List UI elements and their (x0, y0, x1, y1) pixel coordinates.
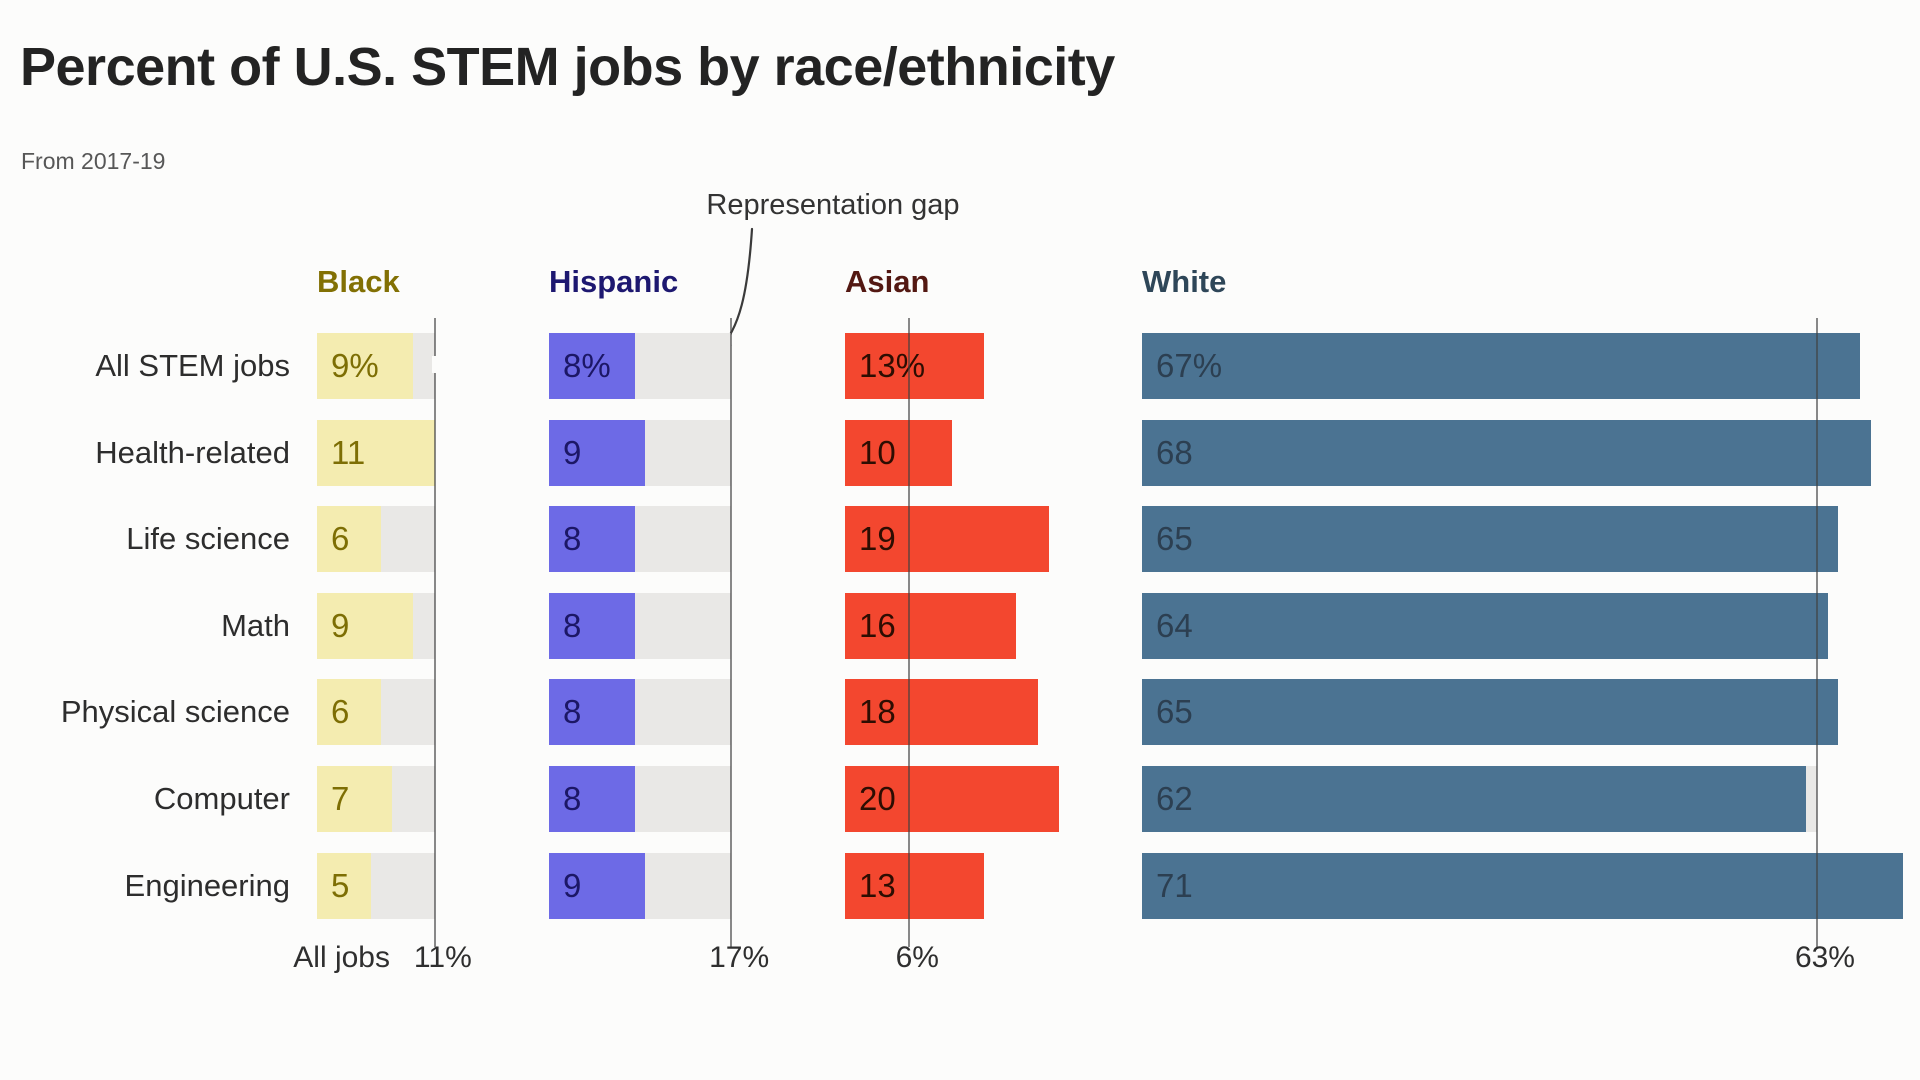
page-title: Percent of U.S. STEM jobs by race/ethnic… (20, 37, 1115, 97)
value-bar (1142, 419, 1871, 486)
bar-value-label: 71 (1156, 866, 1193, 904)
bar-value-label: 9 (563, 433, 582, 471)
value-bar (549, 506, 635, 573)
bar-value-label: 65 (1156, 520, 1193, 558)
value-bar (317, 592, 414, 659)
bar-value-label: 8 (563, 780, 582, 817)
bar-value-label: 8 (563, 520, 582, 558)
value-bar (1142, 592, 1828, 659)
value-bar (845, 679, 1038, 746)
value-bar (317, 419, 435, 486)
value-bar (549, 679, 635, 746)
benchmark-line-gap (431, 356, 438, 373)
value-bar (549, 592, 635, 659)
bar-value-label: 68 (1156, 433, 1193, 471)
value-bar (317, 679, 382, 746)
row-label: Engineering (124, 867, 290, 903)
row-label: Health-related (95, 434, 290, 470)
value-bar (1142, 506, 1839, 573)
value-bar (845, 852, 985, 919)
bar-value-label: 16 (859, 606, 896, 644)
value-bar (1142, 333, 1860, 399)
bar-value-label: 67% (1156, 347, 1223, 384)
value-bar (317, 766, 392, 832)
value-bar (549, 419, 646, 486)
value-bar (845, 333, 985, 399)
benchmark-tick-label: 11% (413, 941, 472, 974)
all-jobs-axis-label: All jobs (293, 941, 390, 974)
value-bar (317, 506, 382, 573)
benchmark-line (908, 318, 911, 947)
value-bar (845, 766, 1060, 832)
bar-value-label: 9 (563, 866, 582, 904)
chart-subtitle: From 2017-19 (21, 148, 166, 174)
bar-value-label: 65 (1156, 693, 1193, 731)
row-label: Math (221, 607, 290, 643)
row-label: Life science (126, 521, 290, 557)
bar-value-label: 62 (1156, 780, 1193, 817)
value-bar (549, 766, 635, 832)
value-bar (549, 852, 646, 919)
representation-gap-annotation: Representation gap (706, 189, 960, 221)
bar-value-label: 6 (331, 520, 350, 558)
benchmark-line (1815, 318, 1818, 947)
benchmark-line (730, 318, 733, 947)
group-header-asian: Asian (845, 264, 930, 299)
value-bar (845, 506, 1049, 573)
bar-value-label: 20 (859, 780, 896, 817)
group-header-hispanic: Hispanic (549, 264, 679, 299)
bar-value-label: 13 (859, 866, 896, 904)
bar-value-label: 11 (331, 433, 366, 471)
value-bar (845, 592, 1017, 659)
row-label: All STEM jobs (95, 348, 290, 383)
value-bar (549, 333, 635, 399)
bar-value-label: 10 (859, 433, 896, 471)
bar-value-label: 9% (331, 347, 379, 384)
bar-value-label: 7 (331, 780, 350, 817)
group-header-black: Black (317, 264, 400, 299)
value-bar (1142, 852, 1903, 919)
group-header-white: White (1142, 264, 1227, 299)
value-bar (1142, 679, 1839, 746)
value-bar (317, 852, 371, 919)
bar-value-label: 5 (331, 866, 350, 904)
bar-value-label: 8 (563, 606, 582, 644)
bar-value-label: 8% (563, 347, 611, 384)
benchmark-tick-label: 17% (709, 941, 770, 974)
value-bar (845, 419, 953, 486)
bar-value-label: 8 (563, 693, 582, 731)
benchmark-tick-label: 6% (895, 941, 939, 974)
bar-value-label: 13% (859, 347, 926, 384)
value-bar (317, 333, 414, 399)
bar-value-label: 64 (1156, 606, 1193, 644)
row-label: Computer (153, 781, 290, 816)
bar-value-label: 18 (859, 693, 896, 731)
row-label: Physical science (60, 694, 290, 730)
bar-value-label: 19 (859, 520, 896, 558)
value-bar (1142, 766, 1807, 832)
benchmark-tick-label: 63% (1794, 941, 1855, 974)
benchmark-line (431, 318, 438, 947)
bar-value-label: 9 (331, 606, 350, 644)
bar-value-label: 6 (331, 693, 350, 731)
